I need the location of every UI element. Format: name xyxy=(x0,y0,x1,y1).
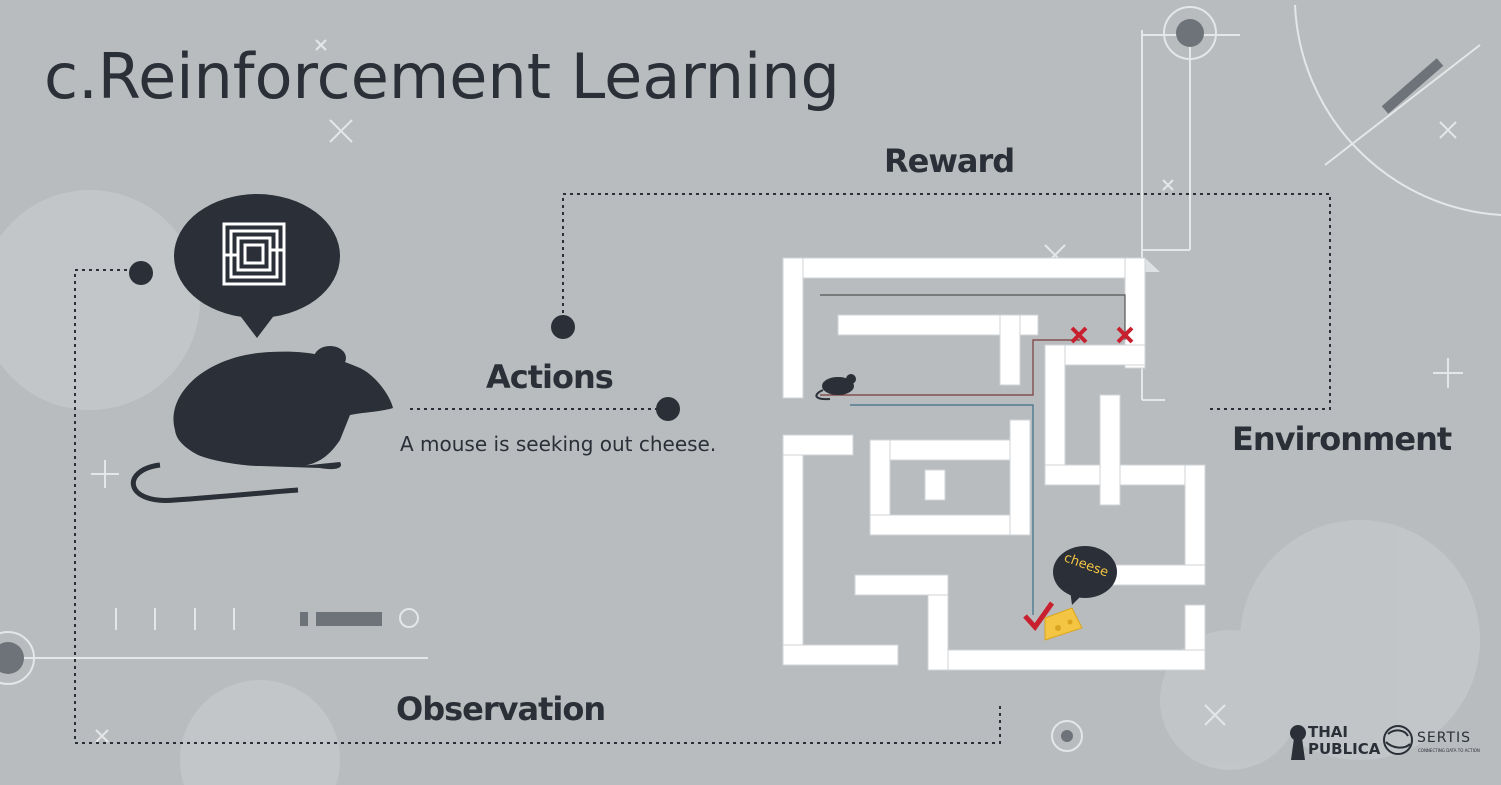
reward-node xyxy=(551,315,575,339)
cross-marks xyxy=(91,39,1463,743)
thaipublica-logo-line2: PUBLICA xyxy=(1308,740,1381,758)
sertis-tagline: CONNECTING DATA TO ACTION xyxy=(1418,748,1480,753)
cheese-icon xyxy=(1044,607,1083,641)
wrong-x-icon xyxy=(1070,326,1134,344)
thaipublica-logo-line1: THAI xyxy=(1308,723,1348,741)
feedback-loop-lines xyxy=(74,193,1331,744)
observation-label: Observation xyxy=(396,690,606,728)
agent-node xyxy=(129,261,153,285)
environment-label: Environment xyxy=(1232,420,1452,458)
tech-lines xyxy=(1141,4,1501,401)
small-mouse-icon xyxy=(815,374,856,401)
mouse-icon xyxy=(130,346,393,503)
maze xyxy=(782,257,1206,671)
speech-bubble-icon xyxy=(174,194,340,338)
sertis-logo-icon xyxy=(1383,725,1413,755)
keyhole-logo-icon xyxy=(1290,725,1306,760)
cheese-speech-bubble xyxy=(1053,546,1117,605)
actions-label: Actions xyxy=(486,358,614,396)
actions-node xyxy=(656,397,680,421)
reward-label: Reward xyxy=(884,142,1015,180)
page-title: c.Reinforcement Learning xyxy=(44,40,840,113)
maze-icon xyxy=(222,222,286,286)
actions-description: A mouse is seeking out cheese. xyxy=(400,432,717,456)
sertis-logo-text: SERTIS xyxy=(1417,730,1472,746)
check-icon xyxy=(1023,601,1055,631)
gauge-decoration xyxy=(0,608,428,685)
